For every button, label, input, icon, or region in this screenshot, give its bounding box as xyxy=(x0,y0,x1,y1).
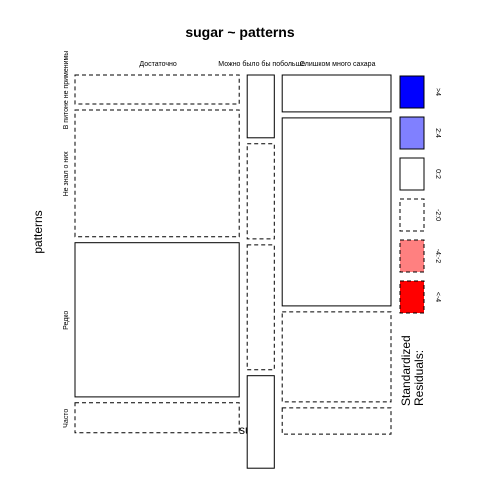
chart-title: sugar ~ patterns xyxy=(185,24,295,40)
legend-swatch xyxy=(399,116,425,150)
x-level-label: Достаточно xyxy=(139,61,176,68)
mosaic-cell xyxy=(281,117,392,307)
y-axis-label: patterns xyxy=(31,210,45,253)
mosaic-cell xyxy=(246,375,275,469)
legend-label: <-4 xyxy=(434,292,441,302)
mosaic-cell xyxy=(246,74,275,139)
legend-title-line-2: Residuals: xyxy=(412,350,426,406)
legend-label: >4 xyxy=(434,88,441,96)
legend-label: -2:0 xyxy=(434,209,441,221)
legend-label: -4:-2 xyxy=(434,249,441,264)
x-level-label: Слишком много сахара xyxy=(300,61,376,68)
mosaic-cell xyxy=(246,143,275,240)
mosaic-cell xyxy=(74,109,240,238)
mosaic-cell xyxy=(74,74,240,105)
legend-swatch xyxy=(399,239,425,273)
mosaic-cell xyxy=(281,311,392,403)
mosaic-cell xyxy=(74,242,240,398)
mosaic-cell xyxy=(281,407,392,435)
mosaic-cell xyxy=(74,402,240,434)
x-level-label: Можно было бы побольше xyxy=(218,60,305,68)
legend-swatch xyxy=(399,157,425,191)
mosaic-cell xyxy=(246,244,275,371)
legend-label: 2:4 xyxy=(434,128,441,138)
legend-title: Standardized Residuals: xyxy=(399,332,426,406)
y-level-label: В питоне не применимы xyxy=(63,51,70,130)
legend-swatch xyxy=(399,198,425,232)
legend-swatch xyxy=(399,280,425,314)
legend-swatch xyxy=(399,75,425,109)
legend-title-line-1: Standardized xyxy=(399,335,413,406)
mosaic-cell xyxy=(281,74,392,113)
y-level-label: Не знал о них xyxy=(63,151,70,197)
legend-label: 0:2 xyxy=(434,169,441,179)
y-level-label: Часто xyxy=(63,409,70,428)
y-level-label: Редко xyxy=(63,311,70,330)
